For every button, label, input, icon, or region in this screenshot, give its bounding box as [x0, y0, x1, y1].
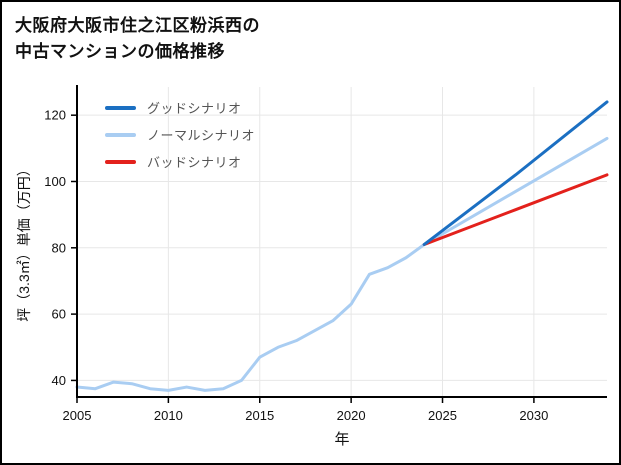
x-tick-label: 2015	[245, 408, 274, 423]
series-line-2	[422, 173, 609, 246]
legend-swatch-normal-scenario	[105, 132, 136, 137]
legend-swatch-bad-scenario	[105, 159, 136, 164]
chart-title-line1: 大阪府大阪市住之江区粉浜西の	[15, 16, 260, 35]
legend-label-bad-scenario: バッドシナリオ	[147, 155, 242, 170]
legend: グッドシナリオ ノーマルシナリオ バッドシナリオ	[105, 94, 255, 175]
x-tick-label: 2005	[63, 408, 92, 423]
series-line-0	[422, 100, 609, 246]
legend-label-good-scenario: グッドシナリオ	[147, 101, 242, 116]
legend-swatch-good-scenario	[105, 105, 136, 110]
legend-label-normal-scenario: ノーマルシナリオ	[147, 128, 256, 143]
x-tick-label: 2025	[428, 408, 457, 423]
y-tick-label: 60	[52, 307, 66, 322]
y-axis-label: 坪（3.3㎡）単価（万円）	[16, 162, 32, 321]
y-tick-label: 100	[44, 174, 66, 189]
y-tick-label: 80	[52, 240, 66, 255]
legend-item-bad-scenario: バッドシナリオ	[105, 148, 255, 175]
x-tick-label: 2020	[337, 408, 366, 423]
chart-title: 大阪府大阪市住之江区粉浜西の 中古マンションの価格推移	[15, 13, 260, 64]
y-tick-label: 40	[52, 373, 66, 388]
legend-item-normal-scenario: ノーマルシナリオ	[105, 121, 255, 148]
legend-item-good-scenario: グッドシナリオ	[105, 94, 255, 121]
y-tick-label: 120	[44, 108, 66, 123]
x-axis-label: 年	[334, 431, 349, 448]
x-tick-label: 2010	[154, 408, 183, 423]
chart-title-line2: 中古マンションの価格推移	[15, 41, 225, 61]
x-tick-label: 2030	[519, 408, 548, 423]
series-line-1	[75, 136, 609, 392]
